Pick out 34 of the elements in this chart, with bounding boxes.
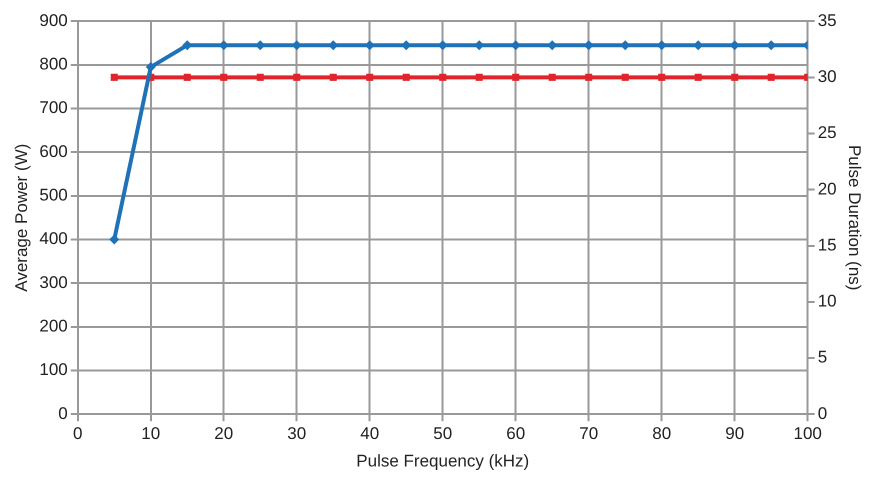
x-tick-label: 90 <box>725 424 744 444</box>
y-tick-label: 100 <box>39 360 68 380</box>
x-tick-label: 70 <box>579 424 598 444</box>
y2-tick-label: 5 <box>818 348 828 367</box>
y2-tick-label: 20 <box>818 179 837 198</box>
y-tick-label: 900 <box>39 10 68 30</box>
y2-tick-label: 35 <box>818 10 837 30</box>
y-tick-label: 400 <box>39 229 68 248</box>
y-tick-label: 500 <box>39 186 68 205</box>
y2-tick-label: 30 <box>818 67 837 86</box>
x-tick-label: 100 <box>794 424 822 444</box>
x-tick-label: 80 <box>652 424 672 444</box>
y2-tick-label: 25 <box>818 123 837 142</box>
point <box>109 234 120 245</box>
y-tick-label: 600 <box>39 142 68 161</box>
point <box>146 62 156 72</box>
y2-tick-label: 0 <box>818 404 828 423</box>
y2-tick-label: 10 <box>818 292 837 311</box>
x-tick-label: 30 <box>287 424 306 444</box>
y-tick-label: 300 <box>39 272 68 292</box>
y-tick-label: 0 <box>58 404 68 423</box>
x-tick-label: 40 <box>360 424 380 444</box>
x-axis-title: Pulse Frequency (kHz) <box>356 451 530 470</box>
y-tick-label: 800 <box>39 54 68 74</box>
x-tick-label: 50 <box>433 424 452 444</box>
y-tick-label: 700 <box>39 98 68 118</box>
y-tick-label: 200 <box>39 316 68 336</box>
x-tick-label: 0 <box>73 424 82 444</box>
y2-tick-label: 15 <box>818 235 837 254</box>
y2-axis-title: Pulse Duration (ns) <box>845 144 864 290</box>
x-tick-label: 60 <box>506 424 526 444</box>
y-axis-title: Average Power (W) <box>12 144 31 292</box>
x-tick-label: 20 <box>214 424 234 444</box>
x-tick-label: 10 <box>141 424 160 444</box>
